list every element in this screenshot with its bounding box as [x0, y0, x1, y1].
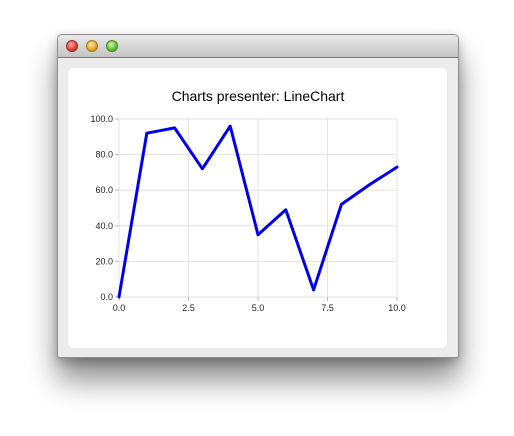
chart-grid: [118, 118, 398, 298]
zoom-button[interactable]: [106, 40, 118, 52]
y-tick-label: 80.0: [95, 150, 113, 160]
data-point: [118, 296, 120, 298]
data-point: [340, 203, 342, 205]
data-point: [229, 125, 231, 127]
data-point: [313, 289, 315, 291]
data-point: [368, 184, 370, 186]
y-axis: 0.0 20.0 40.0 60.0 80.0 100.0: [90, 114, 119, 302]
chart-series: [117, 124, 399, 299]
data-point: [201, 168, 203, 170]
data-point: [257, 234, 259, 236]
chart-panel: Charts presenter: LineChart 0.0 20.0 40.0 6…: [68, 68, 447, 348]
y-tick-label: 100.0: [90, 114, 113, 124]
minimize-button[interactable]: [86, 40, 98, 52]
data-point: [174, 127, 176, 129]
chart-title: Charts presenter: LineChart: [172, 88, 345, 104]
x-tick-label: 7.5: [321, 303, 334, 313]
x-tick-label: 10.0: [388, 303, 406, 313]
y-tick-label: 40.0: [95, 221, 113, 231]
x-tick-label: 5.0: [252, 303, 265, 313]
y-tick-label: 20.0: [95, 256, 113, 266]
x-tick-label: 0.0: [113, 303, 126, 313]
app-window: Charts presenter: LineChart 0.0 20.0 40.0 6…: [57, 34, 459, 358]
x-tick-label: 2.5: [182, 303, 195, 313]
x-axis: 0.0 2.5 5.0 7.5 10.0: [113, 297, 406, 313]
close-button[interactable]: [66, 40, 78, 52]
y-tick-label: 0.0: [100, 292, 113, 302]
y-tick-label: 60.0: [95, 185, 113, 195]
data-point: [285, 209, 287, 211]
title-bar[interactable]: [58, 35, 458, 58]
line-chart: Charts presenter: LineChart 0.0 20.0 40.0 6…: [90, 88, 406, 313]
data-point: [396, 166, 398, 168]
data-point: [146, 132, 148, 134]
